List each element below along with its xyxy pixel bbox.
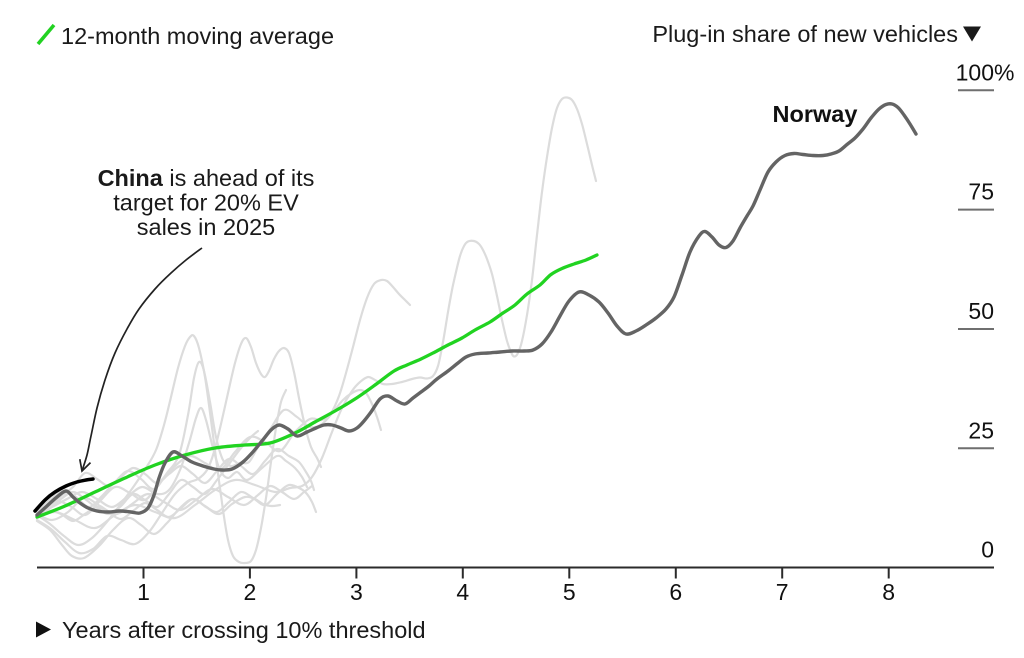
- svg-text:100: 100: [956, 59, 994, 85]
- svg-text:4: 4: [456, 579, 469, 605]
- svg-text:sales in 2025: sales in 2025: [137, 214, 276, 240]
- svg-text:7: 7: [776, 579, 789, 605]
- svg-text:Norway: Norway: [773, 101, 858, 127]
- svg-text:1: 1: [137, 579, 150, 605]
- svg-text:0: 0: [981, 537, 994, 563]
- svg-text:75: 75: [968, 179, 994, 205]
- svg-text:target for 20% EV: target for 20% EV: [113, 190, 299, 216]
- svg-text:Years after crossing 10% thres: Years after crossing 10% threshold: [62, 617, 426, 643]
- svg-text:6: 6: [669, 579, 682, 605]
- svg-text:3: 3: [350, 579, 363, 605]
- svg-text:China is ahead of its: China is ahead of its: [98, 165, 315, 191]
- svg-text:5: 5: [563, 579, 576, 605]
- svg-text:12-month moving average: 12-month moving average: [61, 23, 334, 49]
- svg-text:50: 50: [968, 298, 994, 324]
- svg-text:%: %: [994, 59, 1014, 85]
- svg-text:25: 25: [968, 417, 994, 443]
- svg-text:Plug-in share of new vehicles: Plug-in share of new vehicles: [652, 21, 958, 47]
- svg-text:8: 8: [882, 579, 895, 605]
- svg-text:2: 2: [244, 579, 257, 605]
